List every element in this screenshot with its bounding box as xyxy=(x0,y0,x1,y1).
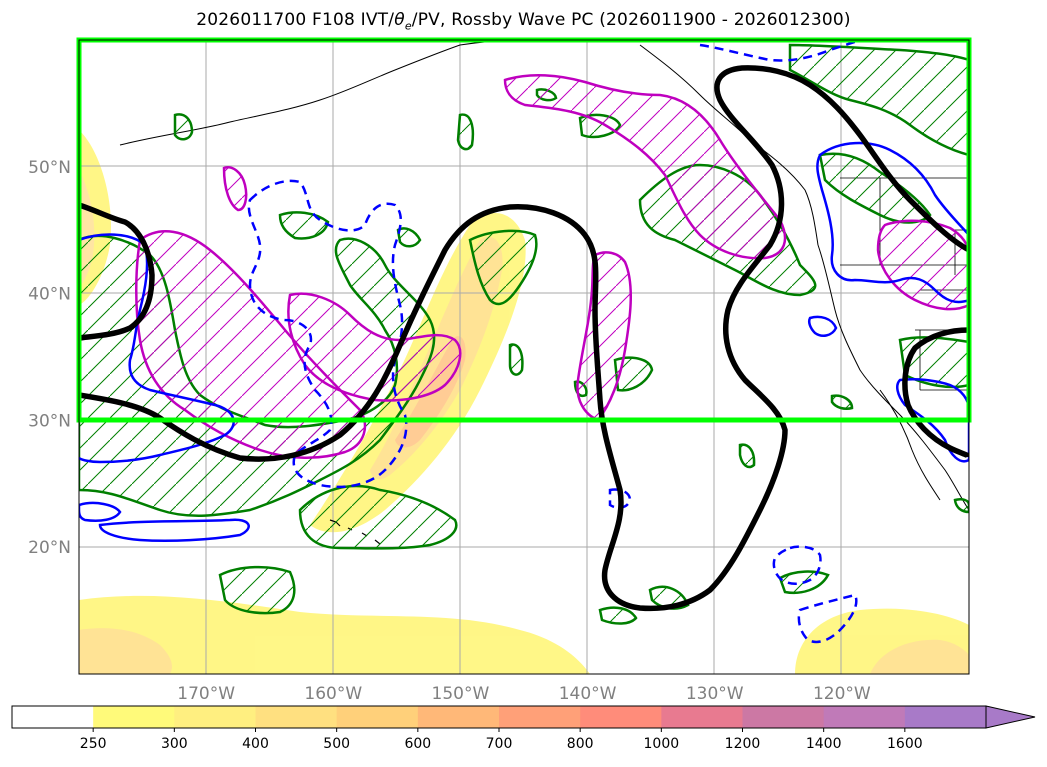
theta-e-region-center xyxy=(287,292,462,402)
colorbar-segment xyxy=(93,706,175,728)
colorbar-segment xyxy=(823,706,906,728)
rossby-solid-east xyxy=(816,141,969,304)
colorbar-label: 500 xyxy=(323,736,350,752)
colorbar-label: 400 xyxy=(242,736,269,752)
colorbar-segment xyxy=(742,706,825,728)
rossby-dashed-south-b xyxy=(797,593,858,644)
colorbar-label: 300 xyxy=(161,736,188,752)
colorbar-label: 700 xyxy=(486,736,513,752)
rossby-dashed-south-a xyxy=(772,545,822,585)
pv-region-small-c xyxy=(173,113,194,141)
height-contours xyxy=(79,65,969,612)
pv-region-mid-b xyxy=(613,356,654,392)
pv-region-small-b xyxy=(396,227,422,248)
pv-region-hawaii-south xyxy=(298,484,458,550)
coastline-alaska xyxy=(119,40,521,146)
colorbar: 250 300 400 500 600 700 800 1000 1200 1400 1600 xyxy=(11,705,1036,752)
colorbar-label: 1000 xyxy=(644,736,680,752)
longitude-labels: 170°W 160°W 150°W 140°W 130°W 120°W xyxy=(177,684,871,704)
colorbar-label: 1200 xyxy=(725,736,761,752)
height-contour-east xyxy=(902,327,969,459)
colorbar-extend-arrow xyxy=(985,705,1036,729)
colorbar-segment xyxy=(499,706,581,728)
coastline-baja xyxy=(879,389,941,501)
pv-region-small-d xyxy=(456,113,475,151)
longitude-label: 140°W xyxy=(559,684,617,704)
colorbar-segment xyxy=(174,706,256,728)
pv-region-coast xyxy=(818,152,932,224)
height-contour-west xyxy=(79,202,155,341)
longitude-label: 170°W xyxy=(177,684,235,704)
theta-e-region-small xyxy=(222,166,248,212)
colorbar-segment xyxy=(661,706,743,728)
pv-region-north-east xyxy=(788,43,969,157)
plot-border xyxy=(78,39,970,675)
rossby-solid-west xyxy=(79,233,235,464)
height-contour-main xyxy=(79,65,969,612)
latitude-labels: 20°N 30°N 40°N 50°N xyxy=(28,158,71,558)
colorbar-label: 600 xyxy=(404,736,431,752)
rossby-solid-contours xyxy=(79,141,969,543)
rossby-solid-southeast xyxy=(896,377,969,463)
ivt-region-south-band xyxy=(79,595,590,674)
pv-region-east-corner xyxy=(953,497,969,514)
coastline-west-coast xyxy=(817,244,969,511)
colorbar-segments xyxy=(12,706,987,728)
longitude-label: 130°W xyxy=(686,684,744,704)
pv-region-south-b xyxy=(598,606,638,625)
pv-region-small-a xyxy=(278,211,330,240)
pv-region-mid-e xyxy=(830,394,854,410)
map-title: 2026011700 F108 IVT/θe/PV, Rossby Wave P… xyxy=(196,10,851,33)
pv-region-south-a xyxy=(218,565,296,615)
colorbar-label: 250 xyxy=(80,736,107,752)
colorbar-segment xyxy=(904,706,987,728)
colorbar-labels: 250 300 400 500 600 700 800 1000 1200 1400 1600 xyxy=(80,728,923,752)
latitude-label: 40°N xyxy=(28,285,71,305)
ivt-region-southeast-inner xyxy=(870,639,969,674)
colorbar-label: 800 xyxy=(567,736,594,752)
colorbar-segment xyxy=(336,706,419,728)
colorbar-segment xyxy=(580,706,662,728)
colorbar-segment xyxy=(417,706,500,728)
theta-e-region-east xyxy=(876,219,969,311)
longitude-label: 120°W xyxy=(813,684,871,704)
longitude-label: 160°W xyxy=(304,684,362,704)
theta-e-region-north xyxy=(503,73,787,260)
colorbar-segment xyxy=(255,706,338,728)
colorbar-label: 1400 xyxy=(806,736,842,752)
pv-region-center-river xyxy=(468,229,538,306)
rossby-solid-small xyxy=(807,315,838,337)
colorbar-label: 1600 xyxy=(887,736,923,752)
latitude-label: 30°N xyxy=(28,411,71,431)
ivt-region-south-band-inner xyxy=(79,628,172,674)
latitude-label: 20°N xyxy=(28,538,71,558)
rossby-dashed-north xyxy=(699,40,861,62)
rossby-dashed-center xyxy=(247,179,408,489)
rossby-solid-southwest xyxy=(79,501,250,543)
pv-region-mid-d xyxy=(738,443,756,469)
map-plot-area xyxy=(76,37,972,675)
pv-region-east-edge xyxy=(898,336,969,389)
latitude-label: 50°N xyxy=(28,158,71,178)
longitude-label: 150°W xyxy=(432,684,490,704)
pv-region-mid-a xyxy=(508,343,524,376)
colorbar-segment xyxy=(12,706,94,728)
